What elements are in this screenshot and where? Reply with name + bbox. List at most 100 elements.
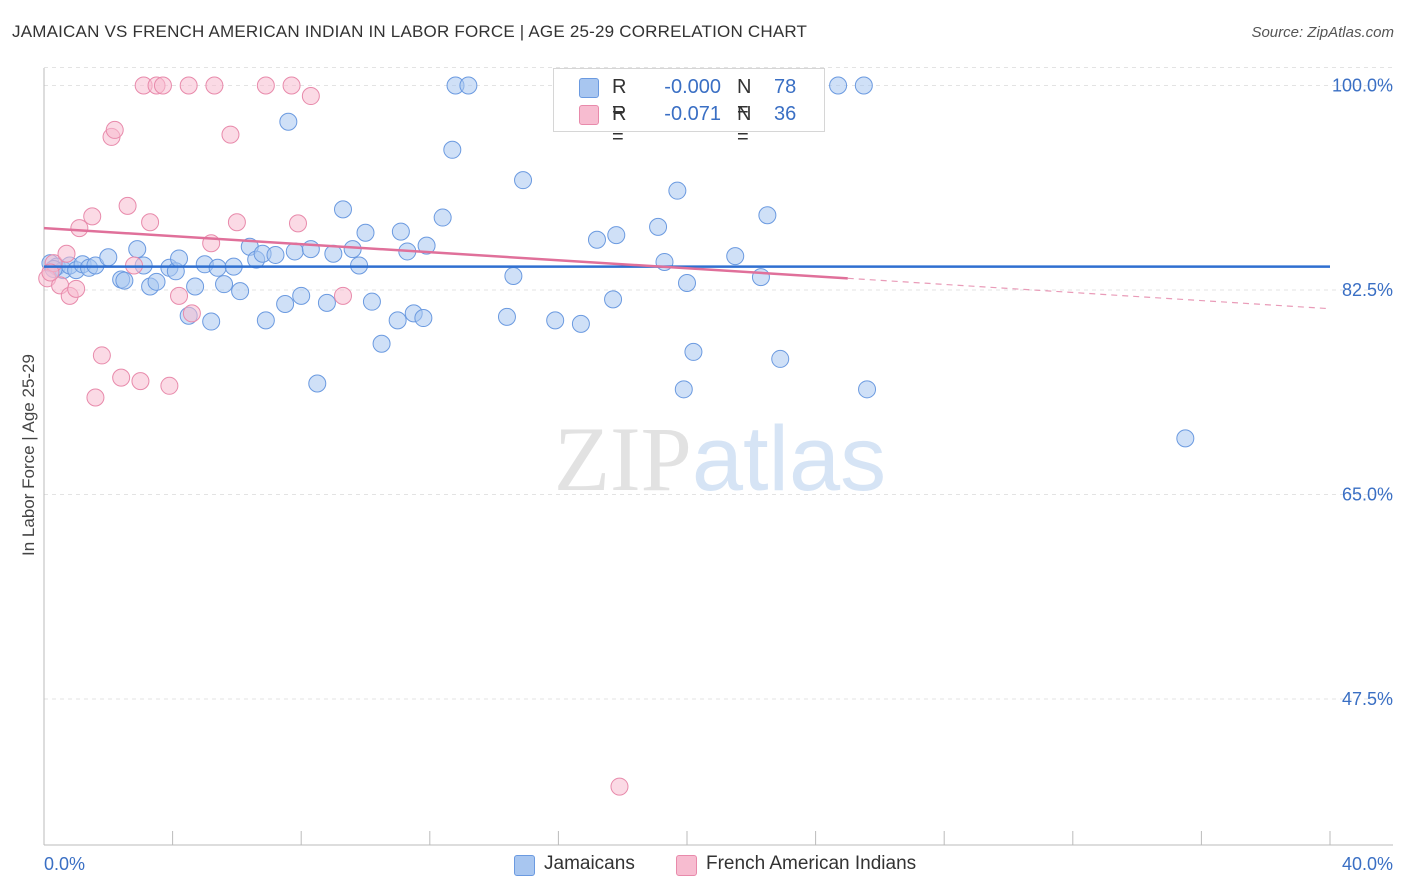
point-jamaicans <box>115 271 134 290</box>
y-tick-label: 100.0% <box>1332 76 1393 96</box>
point-jamaicans <box>678 273 696 292</box>
point-jamaicans <box>684 342 703 361</box>
point-french-american-indians <box>118 196 137 215</box>
point-jamaicans <box>343 240 362 259</box>
point-jamaicans <box>854 76 873 95</box>
point-french-american-indians <box>131 372 150 391</box>
point-french-american-indians <box>86 388 105 407</box>
point-jamaicans <box>758 206 777 225</box>
point-french-american-indians <box>141 213 160 232</box>
point-jamaicans <box>443 140 462 159</box>
point-french-american-indians <box>83 207 102 226</box>
legend-r-label: R = <box>612 103 627 148</box>
point-jamaicans <box>607 226 626 245</box>
point-jamaicans <box>170 249 189 268</box>
legend-n-label: N = <box>737 76 752 121</box>
legend-swatch-jamaicans <box>579 78 599 98</box>
point-jamaicans <box>256 311 275 330</box>
point-jamaicans <box>285 242 304 261</box>
point-jamaicans <box>771 349 790 368</box>
point-french-american-indians <box>282 76 301 95</box>
point-french-american-indians <box>333 286 352 305</box>
chart-source: Source: ZipAtlas.com <box>1251 24 1394 41</box>
point-jamaicans <box>372 334 391 353</box>
watermark: ZIPatlas <box>554 408 886 510</box>
point-jamaicans <box>308 374 327 393</box>
series-legend: Jamaicans French American Indians <box>0 852 1406 878</box>
y-axis-label: In Labor Force | Age 25-29 <box>19 354 38 556</box>
point-jamaicans <box>231 282 250 301</box>
point-jamaicans <box>674 380 693 399</box>
point-jamaicans <box>587 230 606 249</box>
point-jamaicans <box>504 266 523 285</box>
tick-labels: 100.0% 82.5% 65.0% 47.5% 0.0% 40.0% <box>44 76 1393 874</box>
point-french-american-indians <box>288 214 307 233</box>
point-jamaicans <box>459 76 478 95</box>
point-jamaicans <box>292 286 311 305</box>
point-jamaicans <box>215 275 234 294</box>
x-tick-label: 0.0% <box>44 854 85 874</box>
point-french-american-indians <box>57 244 76 263</box>
point-french-american-indians <box>92 346 111 365</box>
stats-legend: R = -0.000 N = 78 R = -0.071 N = 36 <box>553 68 825 148</box>
legend-r-label: R = <box>612 76 627 121</box>
point-jamaicans <box>414 309 433 328</box>
point-jamaicans <box>604 290 623 309</box>
y-tick-label: 65.0% <box>1342 484 1393 504</box>
point-jamaicans <box>571 314 590 333</box>
point-jamaicans <box>391 222 410 241</box>
legend-r-value: -0.000 <box>664 76 721 98</box>
point-jamaicans <box>202 312 221 331</box>
point-jamaicans <box>356 223 375 242</box>
point-jamaicans <box>668 181 687 200</box>
point-jamaicans <box>546 311 565 330</box>
grid-lines <box>44 67 1393 700</box>
point-french-american-indians <box>112 368 131 387</box>
point-french-american-indians <box>227 213 246 232</box>
point-french-american-indians <box>205 76 224 95</box>
point-jamaicans <box>276 295 295 314</box>
x-tick-label: 40.0% <box>1342 854 1393 874</box>
point-jamaicans <box>333 200 352 219</box>
point-jamaicans <box>433 208 452 227</box>
point-french-american-indians <box>301 87 320 106</box>
trend-lines <box>43 226 1331 310</box>
legend-label-french-american-indians: French American Indians <box>706 853 917 874</box>
legend-n-label: N = <box>737 103 752 148</box>
point-french-american-indians <box>256 76 275 95</box>
point-jamaicans <box>279 112 298 131</box>
point-french-american-indians <box>153 76 172 95</box>
point-jamaicans <box>829 76 848 95</box>
legend-n-value: 36 <box>774 103 797 125</box>
legend-n-value: 78 <box>774 76 797 98</box>
axes <box>43 68 1393 846</box>
point-french-american-indians <box>182 304 201 323</box>
point-jamaicans <box>858 380 877 399</box>
point-jamaicans <box>726 247 745 266</box>
point-french-american-indians <box>170 286 189 305</box>
legend-swatch-jamaicans <box>514 855 535 876</box>
point-french-american-indians <box>105 120 124 139</box>
point-jamaicans <box>99 248 118 267</box>
y-tick-label: 47.5% <box>1342 689 1393 709</box>
point-french-american-indians <box>179 76 198 95</box>
chart-title: JAMAICAN VS FRENCH AMERICAN INDIAN IN LA… <box>12 22 808 41</box>
legend-swatch-french-american-indians <box>676 855 697 876</box>
point-jamaicans <box>751 268 770 287</box>
point-jamaicans <box>128 240 147 259</box>
point-french-american-indians <box>70 219 89 238</box>
trend-line-french-american-indians-extension <box>847 277 1331 310</box>
point-jamaicans <box>649 217 668 236</box>
point-jamaicans <box>266 245 285 264</box>
y-tick-label: 82.5% <box>1342 280 1393 300</box>
point-jamaicans <box>317 293 336 312</box>
point-jamaicans <box>388 311 407 330</box>
point-jamaicans <box>417 236 436 255</box>
point-french-american-indians <box>41 263 60 282</box>
point-jamaicans <box>324 244 343 263</box>
point-jamaicans <box>147 272 166 291</box>
legend-label-jamaicans: Jamaicans <box>544 853 635 874</box>
point-french-american-indians <box>160 376 179 395</box>
point-french-american-indians <box>67 279 86 298</box>
